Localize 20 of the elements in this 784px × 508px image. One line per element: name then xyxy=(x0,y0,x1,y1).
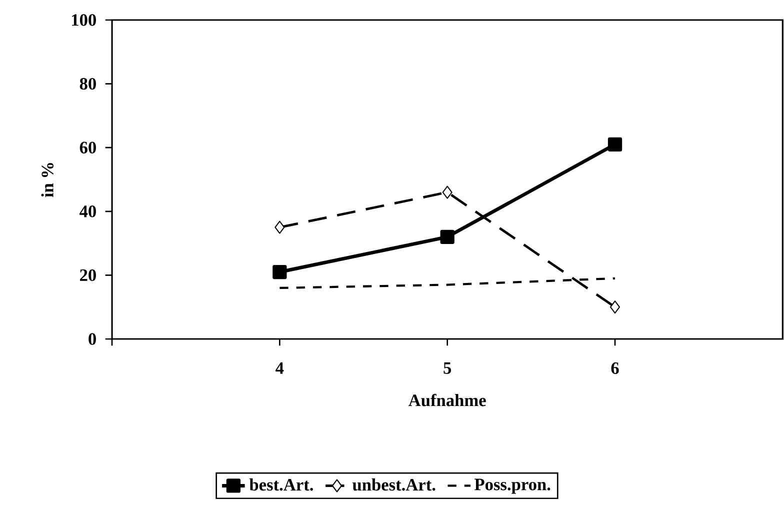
point xyxy=(610,300,620,314)
x-axis-title: Aufnahme xyxy=(408,394,486,406)
legend-label: unbest.Art. xyxy=(352,478,436,491)
x-tick-label: 5 xyxy=(444,362,452,374)
y-axis-title: in % xyxy=(41,163,54,198)
x-tick-label: 6 xyxy=(611,362,619,374)
point xyxy=(440,230,454,244)
legend-label: best.Art. xyxy=(249,478,313,491)
y-tick-label: 0 xyxy=(88,333,96,345)
x-tick-label: 4 xyxy=(276,362,284,374)
y-tick-label: 20 xyxy=(80,269,96,282)
legend-label: Poss.pron. xyxy=(474,478,550,494)
y-tick-label: 60 xyxy=(80,142,96,154)
point xyxy=(272,264,287,280)
point xyxy=(274,220,285,234)
y-tick-label: 80 xyxy=(80,78,96,90)
point xyxy=(608,137,622,152)
y-tick-label: 100 xyxy=(72,14,96,26)
y-tick-label: 40 xyxy=(80,206,96,218)
point xyxy=(442,186,452,199)
